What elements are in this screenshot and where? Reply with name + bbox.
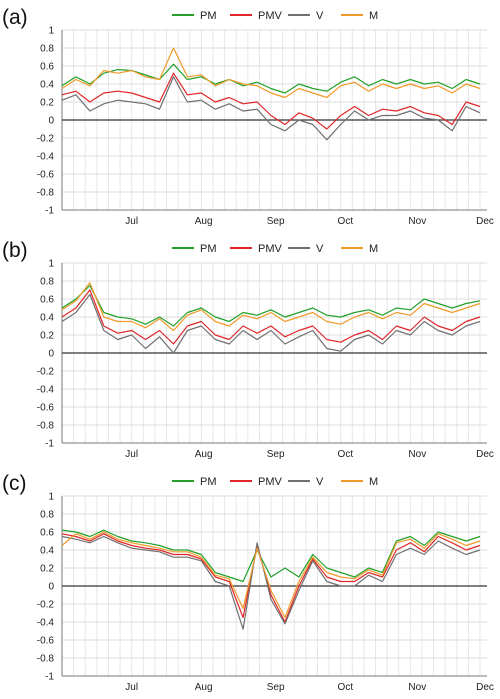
y-tick-label: -0.8 <box>37 654 55 665</box>
y-tick-label: 1 <box>48 259 54 270</box>
y-tick-label: -1 <box>45 439 54 450</box>
x-tick-label: Nov <box>408 216 426 227</box>
y-tick-label: 0.6 <box>40 62 54 73</box>
y-tick-label: -0.6 <box>37 636 55 647</box>
y-tick-label: 0 <box>48 349 54 360</box>
series-line-pmv <box>61 289 481 345</box>
legend-label: PM <box>200 243 217 255</box>
chart-panel-c: 1 0.8 0.6 0.4 0.2 0 -0.2 -0.4 -0.6 -0.8 -1 Jul Aug Se… <box>0 466 500 699</box>
x-tick-label: Sep <box>267 449 285 460</box>
series-line-m <box>61 531 481 619</box>
chart-panel-b: 1 0.8 0.6 0.4 0.2 0 -0.2 -0.4 -0.6 -0.8 -1 Jul Aug Se… <box>0 233 500 466</box>
panel-label: (c) <box>2 472 27 495</box>
series-line-pm <box>61 284 481 327</box>
x-tick-label: Sep <box>267 216 285 227</box>
legend-label: M <box>369 243 378 255</box>
panel-label: (b) <box>2 239 28 262</box>
y-tick-label: 0.2 <box>40 564 54 575</box>
y-tick-label: 0.8 <box>40 44 54 55</box>
legend-label: M <box>369 476 378 488</box>
legend: PM PMV V M <box>172 243 378 255</box>
y-tick-label: 1 <box>48 492 54 503</box>
y-tick-label: -0.6 <box>37 403 55 414</box>
legend-label: PMV <box>258 476 283 488</box>
x-tick-label: Oct <box>338 449 354 460</box>
y-tick-label: -0.8 <box>37 421 55 432</box>
y-tick-label: -0.4 <box>37 618 55 629</box>
y-tick-label: 0.2 <box>40 98 54 109</box>
legend-label: V <box>316 10 324 22</box>
y-tick-label: -0.2 <box>37 600 55 611</box>
series-line-v <box>61 293 481 354</box>
x-tick-label: Dec <box>476 216 494 227</box>
x-tick-label: Jul <box>125 449 138 460</box>
x-tick-label: Aug <box>195 216 213 227</box>
legend-label: V <box>316 476 324 488</box>
x-tick-label: Jul <box>125 216 138 227</box>
x-tick-label: Oct <box>338 682 354 693</box>
legend-label: PMV <box>258 243 283 255</box>
y-tick-label: -0.4 <box>37 385 55 396</box>
x-tick-label: Nov <box>408 682 426 693</box>
series-line-m <box>61 47 481 99</box>
series-line-m <box>61 282 481 332</box>
chart-panel-a: 1 0.8 0.6 0.4 0.2 0 -0.2 -0.4 -0.6 -0.8 -1 Jul Aug Se… <box>0 0 500 233</box>
legend-label: PMV <box>258 10 283 22</box>
legend-label: PM <box>200 476 217 488</box>
panel-label: (a) <box>2 6 28 29</box>
y-tick-label: 0.6 <box>40 528 54 539</box>
x-tick-label: Jul <box>125 682 138 693</box>
series-line-pmv <box>61 72 481 130</box>
legend-label: V <box>316 243 324 255</box>
line-chart: 1 0.8 0.6 0.4 0.2 0 -0.2 -0.4 -0.6 -0.8 -1 Jul Aug Se… <box>37 243 494 460</box>
y-tick-label: 1 <box>48 26 54 37</box>
y-tick-label: -0.2 <box>37 367 55 378</box>
y-tick-label: 0.4 <box>40 313 54 324</box>
line-chart: 1 0.8 0.6 0.4 0.2 0 -0.2 -0.4 -0.6 -0.8 -1 Jul Aug Se… <box>37 10 494 227</box>
x-tick-label: Aug <box>195 449 213 460</box>
legend-label: PM <box>200 10 217 22</box>
y-tick-label: -0.6 <box>37 170 55 181</box>
legend: PM PMV V M <box>172 10 378 22</box>
x-tick-label: Aug <box>195 682 213 693</box>
series-line-v <box>61 76 481 141</box>
y-tick-label: 0.8 <box>40 277 54 288</box>
series-line-v <box>61 535 481 630</box>
y-tick-label: 0.6 <box>40 295 54 306</box>
x-tick-label: Dec <box>476 449 494 460</box>
y-tick-label: 0.2 <box>40 331 54 342</box>
y-tick-label: -0.8 <box>37 188 55 199</box>
y-tick-label: -0.4 <box>37 152 55 163</box>
x-tick-label: Oct <box>338 216 354 227</box>
line-chart: 1 0.8 0.6 0.4 0.2 0 -0.2 -0.4 -0.6 -0.8 -1 Jul Aug Se… <box>37 476 494 693</box>
y-tick-label: -0.2 <box>37 134 55 145</box>
series-line-pmv <box>61 533 481 623</box>
x-tick-label: Nov <box>408 449 426 460</box>
y-tick-label: -1 <box>45 672 54 683</box>
x-tick-label: Sep <box>267 682 285 693</box>
series-line-pm <box>61 529 481 583</box>
legend: PM PMV V M <box>172 476 378 488</box>
legend-label: M <box>369 10 378 22</box>
y-tick-label: 0.8 <box>40 510 54 521</box>
x-tick-label: Dec <box>476 682 494 693</box>
y-tick-label: 0.4 <box>40 80 54 91</box>
y-tick-label: 0 <box>48 116 54 127</box>
y-tick-label: -1 <box>45 206 54 217</box>
y-tick-label: 0 <box>48 582 54 593</box>
y-tick-label: 0.4 <box>40 546 54 557</box>
